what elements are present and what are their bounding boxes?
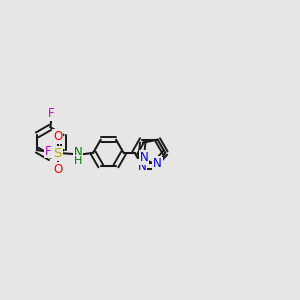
Text: N: N <box>154 158 162 171</box>
Text: O: O <box>53 130 62 143</box>
Text: N: N <box>140 151 148 164</box>
Text: N: N <box>138 160 146 172</box>
Text: F: F <box>48 107 55 120</box>
Text: S: S <box>53 147 62 160</box>
Text: F: F <box>45 145 51 158</box>
Text: N: N <box>74 146 82 159</box>
Text: N: N <box>152 157 161 170</box>
Text: O: O <box>53 164 62 176</box>
Text: H: H <box>74 156 82 166</box>
